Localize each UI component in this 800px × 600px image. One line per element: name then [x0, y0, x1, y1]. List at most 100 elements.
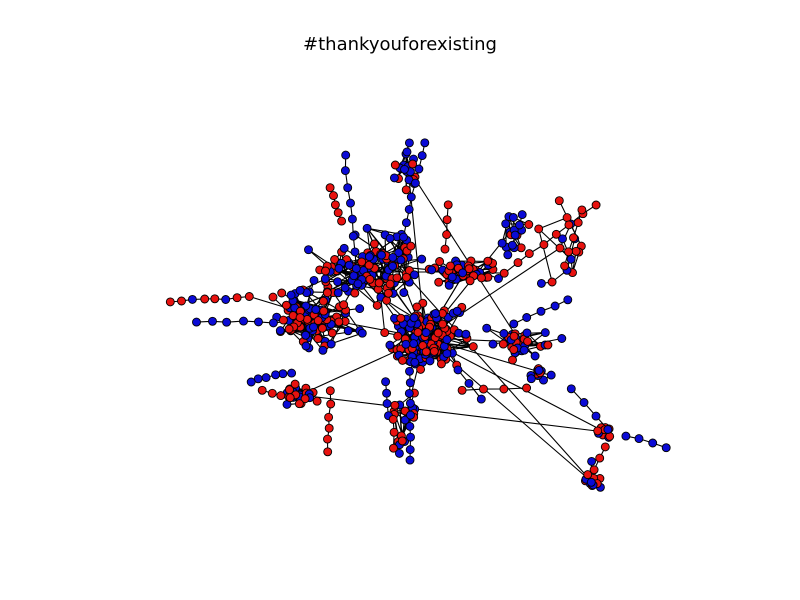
- graph-node-red: [547, 277, 557, 287]
- graph-node-blue: [401, 339, 411, 349]
- graph-node-blue: [405, 455, 415, 465]
- graph-node-blue: [401, 218, 411, 228]
- graph-node-red: [330, 255, 340, 264]
- graph-node-blue: [309, 322, 318, 332]
- graph-node-red: [325, 386, 335, 396]
- graph-node-red: [600, 442, 610, 452]
- graph-node-red: [569, 233, 578, 243]
- graph-node-blue: [579, 398, 589, 407]
- graph-node-blue: [334, 263, 344, 273]
- graph-node-red: [330, 200, 340, 210]
- graph-node-blue: [400, 164, 409, 174]
- graph-node-blue: [453, 365, 463, 375]
- graph-node-blue: [357, 328, 367, 338]
- graph-node-red: [416, 364, 426, 374]
- graph-node-blue: [621, 431, 631, 441]
- graph-node-blue: [246, 377, 256, 387]
- graph-node-blue: [268, 318, 278, 328]
- graph-node-blue: [385, 340, 395, 350]
- graph-node-blue: [340, 283, 350, 293]
- graph-node-red: [350, 288, 360, 298]
- graph-node-red: [498, 339, 508, 349]
- graph-node-blue: [458, 268, 468, 278]
- graph-edge: [394, 261, 593, 483]
- graph-node-red: [312, 396, 322, 406]
- graph-node-red: [317, 323, 327, 333]
- graph-node-blue: [326, 339, 336, 349]
- graph-node-blue: [530, 351, 540, 361]
- graph-node-red: [595, 453, 605, 463]
- graph-node-red: [268, 292, 278, 302]
- graph-node-red: [562, 213, 572, 223]
- graph-node-red: [281, 300, 291, 310]
- graph-node-red: [406, 241, 416, 251]
- graph-node-blue: [540, 328, 550, 338]
- graph-node-red: [327, 328, 337, 338]
- graph-node-red: [465, 276, 475, 286]
- graph-node-blue: [546, 370, 556, 380]
- graph-node-blue: [381, 377, 391, 387]
- graph-node-blue: [417, 151, 427, 161]
- graph-node-blue: [404, 204, 414, 214]
- graph-node-red: [554, 196, 564, 206]
- graph-node-red: [397, 436, 407, 446]
- graph-node-blue: [275, 326, 285, 336]
- graph-node-red: [564, 220, 574, 230]
- graph-node-blue: [341, 150, 351, 160]
- graph-node-red: [200, 294, 210, 304]
- graph-node-red: [433, 328, 443, 338]
- graph-node-blue: [382, 399, 392, 409]
- graph-node-red: [385, 279, 395, 289]
- graph-node-red: [429, 346, 439, 356]
- graph-node-blue: [343, 326, 353, 336]
- graph-node-red: [539, 240, 549, 250]
- graph-node-red: [398, 355, 407, 365]
- graph-node-blue: [405, 445, 415, 455]
- graph-node-red: [383, 288, 393, 298]
- graph-node-blue: [311, 305, 321, 315]
- graph-node-blue: [414, 164, 424, 174]
- graph-node-blue: [427, 265, 437, 275]
- graph-node-blue: [476, 394, 486, 404]
- graph-node-blue: [461, 329, 471, 339]
- graph-node-blue: [526, 374, 536, 384]
- graph-node-blue: [499, 329, 509, 338]
- graph-node-blue: [494, 274, 503, 283]
- graph-node-red: [434, 277, 444, 287]
- graph-node-red: [334, 317, 344, 327]
- plot-title: #thankyouforexisting: [303, 34, 497, 55]
- graph-node-blue: [661, 443, 671, 453]
- graph-node-blue: [385, 233, 395, 243]
- graph-node-red: [333, 208, 343, 218]
- graph-node-red: [244, 292, 254, 301]
- graph-node-blue: [405, 366, 414, 376]
- graph-node-red: [210, 294, 220, 304]
- graph-node-blue: [187, 294, 197, 304]
- graph-node-red: [313, 316, 323, 326]
- graph-node-blue: [254, 317, 263, 327]
- graph-node-red: [412, 302, 422, 312]
- graph-node-blue: [287, 368, 297, 378]
- graph-node-blue: [318, 345, 328, 355]
- graph-node-red: [442, 215, 452, 225]
- graph-node-blue: [522, 328, 532, 338]
- graph-node-red: [165, 297, 175, 307]
- graph-node-blue: [503, 250, 513, 260]
- graph-node-red: [421, 347, 431, 357]
- graph-node-blue: [558, 234, 567, 244]
- graph-node-red: [457, 385, 467, 395]
- graph-node-blue: [634, 434, 644, 444]
- graph-node-red: [365, 274, 375, 284]
- graph-node-blue: [344, 260, 354, 270]
- graph-node-blue: [410, 270, 419, 280]
- graph-node-red: [464, 264, 474, 274]
- graph-node-blue: [404, 138, 414, 148]
- graph-node-red: [483, 256, 493, 266]
- graph-node-red: [436, 359, 446, 369]
- graph-node-blue: [536, 278, 546, 288]
- graph-node-blue: [405, 378, 415, 388]
- graph-node-red: [318, 296, 328, 306]
- graph-node-red: [401, 185, 411, 195]
- graph-node-red: [325, 183, 335, 193]
